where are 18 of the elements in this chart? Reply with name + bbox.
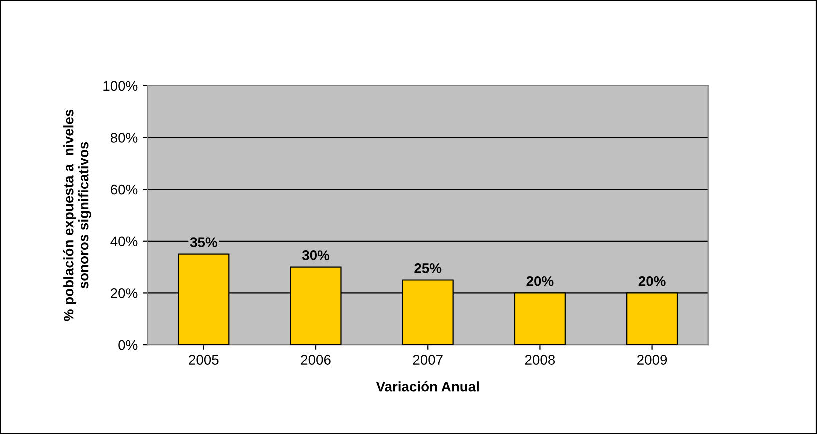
data-label: 30% (302, 250, 330, 260)
x-tick-label: 2005 (189, 355, 219, 365)
y-tick-label: 100% (104, 81, 138, 92)
data-label: 25% (414, 264, 442, 274)
y-tick-label: 40% (110, 236, 138, 247)
y-axis-title: % población expuesta a niveles sonoros significativos (63, 110, 92, 322)
x-tick-label: 2006 (301, 355, 331, 365)
data-label: 35% (190, 238, 218, 248)
x-axis-title: Variación Anual (376, 381, 479, 392)
y-tick-label: 0% (118, 340, 138, 350)
y-tick-label: 80% (110, 133, 138, 143)
data-label: 20% (638, 276, 666, 286)
x-tick-label: 2008 (525, 355, 556, 365)
x-tick-label: 2009 (638, 355, 668, 365)
x-tick-label: 2007 (413, 355, 443, 365)
y-tick-label: 60% (111, 184, 138, 195)
y-tick-label: 20% (111, 288, 138, 298)
data-label: 20% (526, 276, 554, 286)
